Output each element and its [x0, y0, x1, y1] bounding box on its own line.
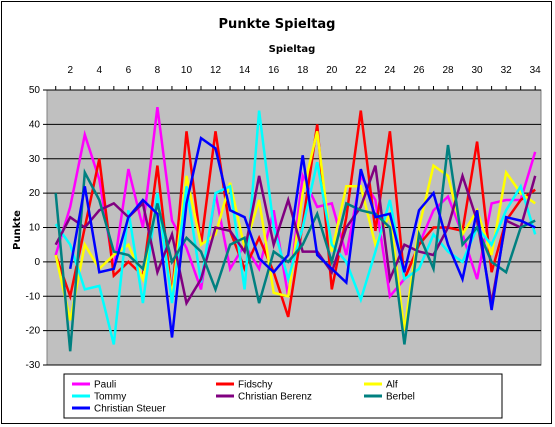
- y-tick-label: 0: [34, 257, 40, 268]
- x-tick-label: 4: [97, 65, 103, 76]
- x-tick-label: 2: [67, 65, 73, 76]
- x-tick-label: 26: [413, 65, 425, 76]
- legend: Pauli Fidschy Alf Tommy Christian Berenz Berb…: [63, 373, 503, 419]
- legend-box: [63, 373, 503, 419]
- x-tick-label: 14: [239, 65, 251, 76]
- legend-label-pauli: Pauli: [94, 380, 116, 391]
- legend-label-berbel: Berbel: [386, 392, 415, 403]
- y-axis-label: Punkte: [12, 210, 23, 250]
- y-tick-label: 30: [29, 154, 41, 165]
- x-tick-label: 24: [384, 65, 396, 76]
- x-tick-label: 32: [501, 65, 513, 76]
- series-line-christian-steuer: [68, 135, 536, 338]
- x-tick-label: 22: [355, 65, 367, 76]
- x-tick-label: 6: [126, 65, 132, 76]
- y-tick-label: 50: [29, 85, 41, 96]
- y-tick-label: -10: [26, 291, 41, 302]
- x-tick-label: 34: [530, 65, 542, 76]
- y-tick-label: -30: [26, 360, 41, 371]
- x-tick-label: 8: [155, 65, 161, 76]
- y-tick-label: 10: [29, 223, 41, 234]
- x-tick-label: 30: [472, 65, 484, 76]
- x-tick-label: 12: [210, 65, 222, 76]
- series-line-fidschy: [54, 110, 536, 318]
- x-axis-label: Spieltag: [269, 44, 316, 55]
- y-tick-label: -20: [26, 326, 41, 337]
- legend-label-christian-steuer: Christian Steuer: [94, 404, 166, 415]
- x-tick-label: 16: [268, 65, 280, 76]
- legend-label-christian-berenz: Christian Berenz: [238, 392, 312, 403]
- series-line-berbel: [54, 144, 536, 352]
- x-tick-label: 20: [326, 65, 338, 76]
- legend-label-alf: Alf: [386, 380, 398, 391]
- chart-title: Punkte Spieltag: [219, 17, 336, 32]
- legend-label-fidschy: Fidschy: [238, 380, 272, 391]
- y-tick-label: 40: [29, 119, 41, 130]
- x-tick-label: 28: [442, 65, 454, 76]
- legend-label-tommy: Tommy: [94, 392, 126, 403]
- x-tick-label: 18: [297, 65, 309, 76]
- x-tick-label: 10: [181, 65, 193, 76]
- y-tick-label: 20: [29, 188, 41, 199]
